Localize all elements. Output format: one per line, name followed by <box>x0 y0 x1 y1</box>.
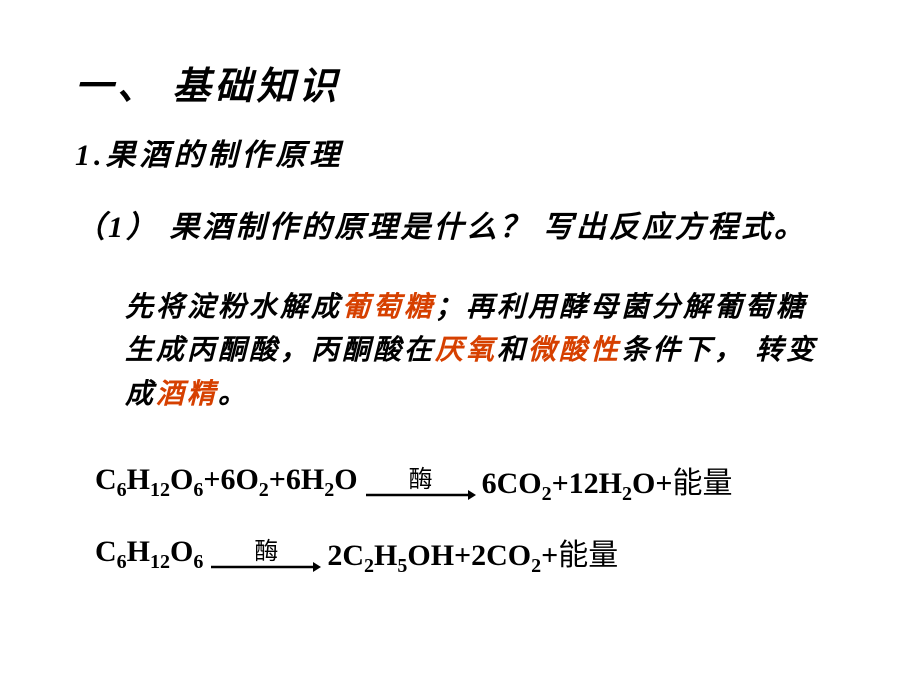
answer-text: 和 <box>497 335 528 366</box>
answer-paragraph: 先将淀粉水解成葡萄糖；再利用酵母菌分解葡萄糖生成丙酮酸，丙酮酸在厌氧和微酸性条件… <box>125 286 830 416</box>
eq-rhs: 6CO2+12H2O+能量 <box>482 458 733 502</box>
eq-lhs: C6H12O6+6O2+6H2O <box>95 463 358 497</box>
section-heading: 一、 基础知识 <box>75 55 860 110</box>
eq-rhs: 2C2H5OH+2CO2+能量 <box>327 530 618 574</box>
highlight-term: 酒精 <box>156 379 218 410</box>
reaction-arrow: 酶 <box>211 531 321 574</box>
equations-block: C6H12O6+6O2+6H2O 酶 6CO2+12H2O+能量 C6H12O6… <box>95 458 860 574</box>
answer-text: 。 <box>218 379 249 410</box>
topic-heading: 1.果酒的制作原理 <box>75 130 860 174</box>
equation-2: C6H12O6 酶 2C2H5OH+2CO2+能量 <box>95 530 860 574</box>
highlight-term: 厌氧 <box>435 335 497 366</box>
arrow-icon <box>366 488 476 502</box>
answer-text: 先将淀粉水解成 <box>125 292 342 323</box>
highlight-term: 葡萄糖 <box>342 292 435 323</box>
arrow-icon <box>211 560 321 574</box>
highlight-term: 微酸性 <box>528 335 621 366</box>
eq-lhs: C6H12O6 <box>95 535 203 569</box>
equation-1: C6H12O6+6O2+6H2O 酶 6CO2+12H2O+能量 <box>95 458 860 502</box>
slide: 一、 基础知识 1.果酒的制作原理 （1） 果酒制作的原理是什么？ 写出反应方程… <box>0 0 920 574</box>
question-text: （1） 果酒制作的原理是什么？ 写出反应方程式。 <box>75 202 860 246</box>
reaction-arrow: 酶 <box>366 459 476 502</box>
